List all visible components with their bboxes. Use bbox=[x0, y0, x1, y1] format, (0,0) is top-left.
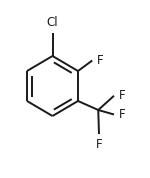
Text: F: F bbox=[97, 54, 103, 67]
Text: Cl: Cl bbox=[47, 16, 58, 29]
Text: F: F bbox=[118, 108, 125, 121]
Text: F: F bbox=[96, 138, 102, 151]
Text: F: F bbox=[118, 89, 125, 102]
